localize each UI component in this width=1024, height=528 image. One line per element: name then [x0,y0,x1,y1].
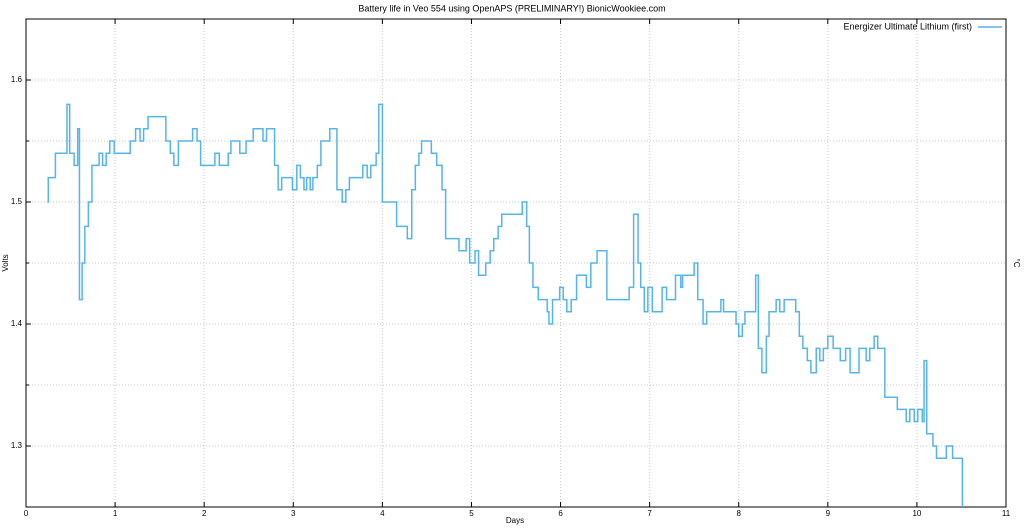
legend-label: Energizer Ultimate Lithium (first) [843,21,972,31]
plot-border [25,18,1007,508]
x-tick-label: 11 [1002,509,1011,518]
data-line [47,103,964,507]
y-tick-label: 1.5 [11,197,23,206]
y-tick-label: 1.4 [11,319,23,328]
x-tick-label: 3 [291,509,296,518]
y-tick-label: 1.6 [11,75,23,84]
x-tick-label: 10 [912,509,921,518]
x-tick-label: 4 [380,509,385,518]
x-tick-label: 2 [202,509,207,518]
x-axis-label: Days [506,516,524,525]
y-tick-label: 1.3 [11,441,23,450]
x-tick-label: 5 [469,509,474,518]
x-tick-label: 6 [558,509,563,518]
x-tick-label: 9 [826,509,831,518]
x-tick-label: 0 [24,509,29,518]
y-axis-label: Volts [1,254,10,271]
x-tick-label: 1 [113,509,118,518]
chart-title: Battery life in Veo 554 using OpenAPS (P… [358,3,665,13]
y2-axis-label: °C [1012,259,1021,268]
x-tick-label: 8 [737,509,742,518]
x-tick-label: 7 [647,509,652,518]
